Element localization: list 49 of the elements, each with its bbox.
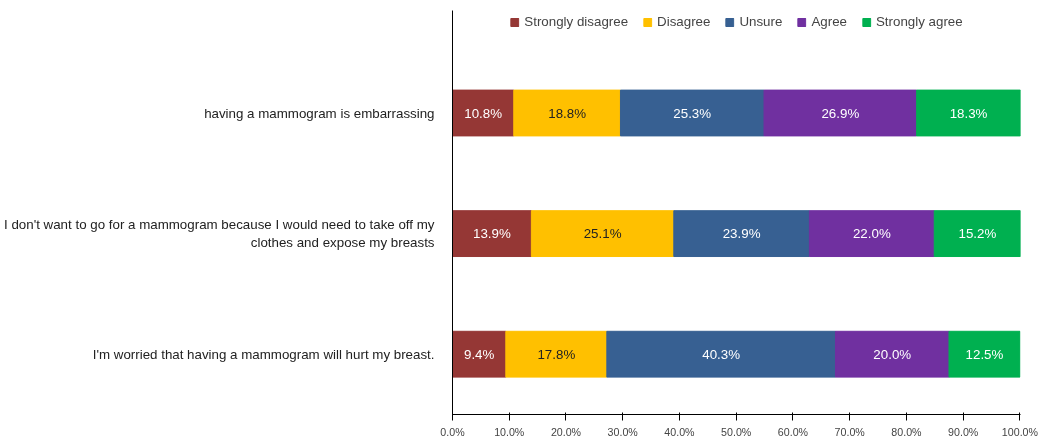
- x-tick-label: 10.0%: [494, 425, 525, 438]
- bar: [673, 210, 810, 258]
- legend-label: Agree: [811, 14, 847, 29]
- bar: [452, 210, 532, 258]
- legend-label: Strongly agree: [875, 14, 963, 29]
- data-label: 15.2%: [958, 226, 997, 242]
- bar: [808, 210, 935, 258]
- data-label: 20.0%: [873, 346, 912, 362]
- legend-label: Disagree: [657, 14, 711, 29]
- x-tick-label: 90.0%: [948, 425, 979, 438]
- bar: [530, 210, 675, 258]
- bar: [513, 89, 621, 137]
- data-label: 26.9%: [821, 105, 860, 121]
- bar: [763, 89, 918, 137]
- y-tick-label: I don't want to go for a mammogram because I would need to take off my clothes and expose my breasts: [3, 217, 435, 251]
- x-tick-label: 70.0%: [834, 425, 866, 438]
- data-label: 25.3%: [673, 105, 712, 121]
- bar: [916, 89, 1021, 137]
- y-tick-label: having a mammogram is embarrassing: [204, 105, 435, 121]
- bar: [619, 89, 765, 137]
- data-label: 40.3%: [702, 346, 741, 362]
- bar: [452, 89, 515, 137]
- data-label: 18.3%: [949, 105, 988, 121]
- bar: [606, 330, 837, 378]
- data-label: 23.9%: [722, 226, 761, 242]
- data-label: 9.4%: [463, 346, 495, 362]
- data-label: 10.8%: [464, 105, 503, 121]
- x-tick-label: 50.0%: [721, 425, 752, 438]
- data-label: 25.1%: [583, 226, 622, 242]
- data-label: 22.0%: [852, 226, 891, 242]
- y-tick-label: I'm worried that having a mammogram will hurt my breast.: [92, 346, 435, 362]
- x-tick-label: 20.0%: [550, 425, 582, 438]
- x-tick-label: 30.0%: [607, 425, 639, 438]
- bar: [933, 210, 1021, 258]
- x-tick-label: 100.0%: [1001, 425, 1039, 438]
- data-label: 18.8%: [548, 105, 587, 121]
- x-tick-label: 40.0%: [664, 425, 696, 438]
- x-tick-label: 60.0%: [777, 425, 809, 438]
- data-label: 12.5%: [965, 346, 1004, 362]
- bar: [452, 330, 507, 378]
- data-label: 17.8%: [537, 346, 576, 362]
- bar: [505, 330, 608, 378]
- legend-label: Unsure: [739, 14, 783, 29]
- data-label: 13.9%: [473, 226, 511, 242]
- legend-label: Strongly disagree: [524, 14, 629, 29]
- x-tick-label: 80.0%: [891, 425, 923, 438]
- bar: [948, 330, 1021, 378]
- bar: [835, 330, 950, 378]
- x-tick-label: 0.0%: [440, 425, 466, 438]
